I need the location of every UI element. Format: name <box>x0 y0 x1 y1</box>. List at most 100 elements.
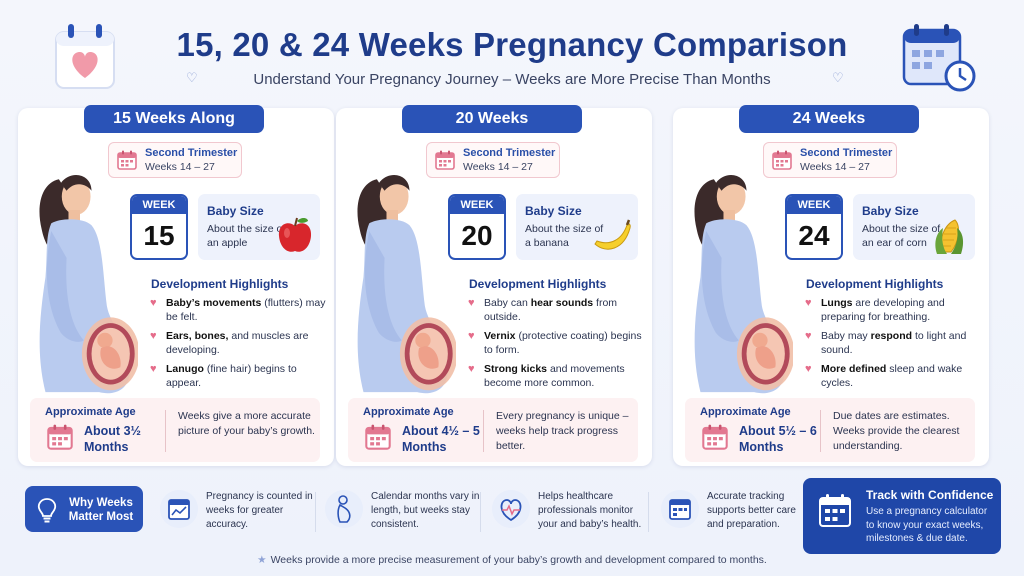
heart-icon: ♥ <box>150 363 157 375</box>
week-counter: WEEK 20 <box>448 194 506 260</box>
baby-size-box: Baby Size About the size of an apple <box>198 194 320 260</box>
why-weeks-bar: Why Weeks Matter Most Pregnancy is count… <box>18 482 802 542</box>
heart-icon: ♡ <box>186 70 198 85</box>
trimester-badge: Second Trimester Weeks 14 – 27 <box>108 142 242 178</box>
week-24-card: 24 Weeks Second Trimester Weeks 14 – 27 … <box>673 105 989 466</box>
trimester-title: Second Trimester <box>145 147 238 159</box>
baby-size-box: Baby Size About the size of a banana <box>516 194 638 260</box>
fact-text: Pregnancy is counted in weeks for greate… <box>206 491 313 530</box>
age-label: Approximate Age <box>700 406 791 418</box>
trimester-weeks: Weeks 14 – 27 <box>800 161 870 173</box>
age-unit: Months <box>739 440 784 454</box>
age-label: Approximate Age <box>363 406 454 418</box>
development-title: Development Highlights <box>469 277 607 291</box>
list-item: ♥ Baby can hear sounds from outside. <box>468 297 618 323</box>
pregnant-woman-illustration <box>357 175 456 394</box>
fact-text: Helps healthcare professionals monitor y… <box>538 491 642 530</box>
star-icon: ★ <box>257 554 267 566</box>
divider <box>820 410 821 452</box>
week-20-card: 20 Weeks Second Trimester Weeks 14 – 27 … <box>336 105 652 466</box>
heart-icon: ♥ <box>150 330 157 342</box>
divider <box>165 410 166 452</box>
corn-icon <box>935 219 964 254</box>
calendar-icon <box>365 424 391 450</box>
heart-icon: ♥ <box>805 330 812 342</box>
list-item: ♥ Strong kicks and movements become more … <box>468 363 625 389</box>
baby-size-line2: a banana <box>525 237 569 249</box>
heart-monitor-icon <box>492 490 530 528</box>
apple-icon <box>278 217 312 252</box>
trimester-title: Second Trimester <box>463 147 556 159</box>
list-item: ♥ Lanugo (fine hair) begins to appear. <box>150 363 297 389</box>
development-title: Development Highlights <box>806 277 944 291</box>
footnote-text: Weeks provide a more precise measurement… <box>270 554 767 566</box>
age-unit: Months <box>84 440 129 454</box>
calendar-chart-icon <box>160 490 198 528</box>
heart-icon: ♥ <box>805 363 812 375</box>
fact-text: Calendar months vary in length, but week… <box>371 491 480 530</box>
development-title: Development Highlights <box>151 277 289 291</box>
trimester-badge: Second Trimester Weeks 14 – 27 <box>763 142 897 178</box>
week-number: 24 <box>798 220 830 251</box>
week-label: WEEK <box>132 196 186 214</box>
list-item: ♥ Baby may respond to light and sound. <box>805 330 967 356</box>
week-15-card: 15 Weeks Along Second Trimester Weeks 14… <box>18 105 334 466</box>
pregnant-woman-illustration <box>694 175 793 394</box>
divider <box>480 492 481 532</box>
divider <box>648 492 649 532</box>
divider <box>483 410 484 452</box>
heart-icon: ♥ <box>150 297 157 309</box>
baby-size-line1: About the size of <box>862 223 941 235</box>
track-title: Track with Confidence <box>866 488 994 502</box>
baby-size-title: Baby Size <box>207 204 264 218</box>
heart-icon: ♥ <box>468 330 475 342</box>
heart-icon: ♥ <box>805 297 812 309</box>
age-value: About 4½ – 5 <box>402 424 480 438</box>
baby-size-line2: an apple <box>207 237 248 249</box>
week-label: WEEK <box>787 196 841 214</box>
calendar-heart-icon <box>55 24 115 89</box>
why-weeks-label: Why Weeks Matter Most <box>68 497 134 523</box>
track-with-confidence-panel[interactable]: Track with Confidence Use a pregnancy ca… <box>803 478 1001 554</box>
list-item: ♥ Ears, bones, and muscles are developing… <box>150 330 309 356</box>
list-item: ♥ Baby’s movements (flutters) may be felt… <box>150 297 326 323</box>
age-note: Every pregnancy is unique – weeks help t… <box>496 410 629 452</box>
heart-icon: ♥ <box>468 297 475 309</box>
baby-size-line1: About the size of <box>207 223 286 235</box>
week-counter: WEEK 15 <box>130 194 188 260</box>
development-list: ♥ Lungs are developing and preparing for … <box>805 296 983 395</box>
trimester-weeks: Weeks 14 – 27 <box>145 161 215 173</box>
approximate-age-box: Approximate Age About 5½ – 6 Months Due … <box>685 398 975 462</box>
calendar-clock-icon <box>902 24 976 92</box>
card-title: 24 Weeks <box>739 105 919 133</box>
card-title: 20 Weeks <box>402 105 582 133</box>
calendar-icon <box>819 494 851 527</box>
age-unit: Months <box>402 440 447 454</box>
list-item: ♥ More defined sleep and wake cycles. <box>805 363 963 389</box>
pregnant-silhouette-icon <box>325 490 363 528</box>
week-number: 20 <box>461 220 493 251</box>
page-title: 15, 20 & 24 Weeks Pregnancy Comparison <box>176 26 848 63</box>
list-item: ♥ Lungs are developing and preparing for … <box>805 297 945 323</box>
trimester-title: Second Trimester <box>800 147 893 159</box>
development-list: ♥ Baby can hear sounds from outside. ♥ Ver… <box>468 296 646 395</box>
approximate-age-box: Approximate Age About 3½ Months Weeks gi… <box>30 398 320 462</box>
trimester-weeks: Weeks 14 – 27 <box>463 161 533 173</box>
baby-size-line2: an ear of corn <box>862 237 927 249</box>
trimester-badge: Second Trimester Weeks 14 – 27 <box>426 142 560 178</box>
age-value: About 5½ – 6 <box>739 424 817 438</box>
approximate-age-box: Approximate Age About 4½ – 5 Months Ever… <box>348 398 638 462</box>
header: 15, 20 & 24 Weeks Pregnancy Comparison ♡… <box>0 0 1024 100</box>
week-number: 15 <box>143 220 175 251</box>
calendar-icon <box>702 424 728 450</box>
age-note: Due dates are estimates. Weeks provide t… <box>833 410 960 452</box>
week-label: WEEK <box>450 196 504 214</box>
list-item: ♥ Vernix (protective coating) begins to f… <box>468 330 642 356</box>
baby-size-line1: About the size of <box>525 223 604 235</box>
divider <box>315 492 316 532</box>
development-list: ♥ Baby’s movements (flutters) may be felt… <box>150 296 328 395</box>
page-subtitle: Understand Your Pregnancy Journey – Week… <box>253 71 771 88</box>
week-counter: WEEK 24 <box>785 194 843 260</box>
banana-icon <box>594 219 631 250</box>
track-description: Use a pregnancy calculator to know your … <box>866 506 988 544</box>
